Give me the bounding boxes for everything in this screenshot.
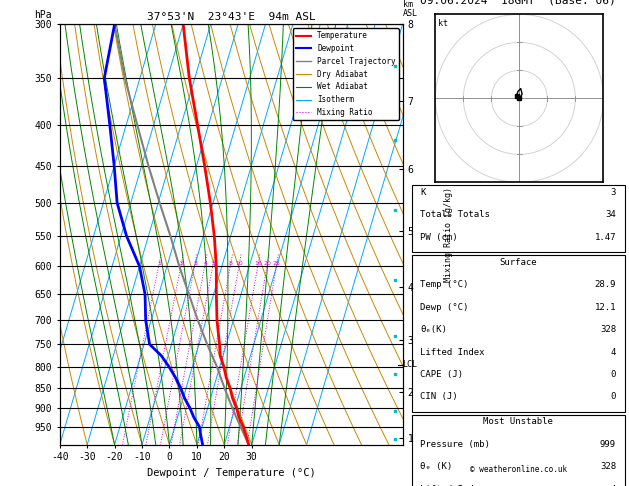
Text: 16: 16 <box>254 261 262 266</box>
Text: 4: 4 <box>611 485 616 486</box>
Text: 0: 0 <box>611 392 616 401</box>
Text: 328: 328 <box>600 325 616 334</box>
Text: Lifted Index: Lifted Index <box>421 347 485 357</box>
Text: PW (cm): PW (cm) <box>421 233 458 242</box>
Text: 09.06.2024  18GMT  (Base: 06): 09.06.2024 18GMT (Base: 06) <box>420 0 616 5</box>
Text: K: K <box>421 188 426 197</box>
Text: 34: 34 <box>605 210 616 219</box>
Text: hPa: hPa <box>34 10 52 20</box>
Text: θₑ (K): θₑ (K) <box>421 462 453 471</box>
Text: 2: 2 <box>179 261 184 266</box>
Text: 12.1: 12.1 <box>594 303 616 312</box>
Text: Most Unstable: Most Unstable <box>483 417 554 427</box>
Text: km
ASL: km ASL <box>403 0 418 18</box>
Text: 25: 25 <box>273 261 281 266</box>
Text: 5: 5 <box>211 261 215 266</box>
Text: 28.9: 28.9 <box>594 280 616 289</box>
Text: 3: 3 <box>611 188 616 197</box>
Text: 3: 3 <box>193 261 197 266</box>
Bar <box>412 185 625 252</box>
Text: Temp (°C): Temp (°C) <box>421 280 469 289</box>
Text: 0: 0 <box>611 370 616 379</box>
Text: 10: 10 <box>235 261 243 266</box>
Text: CIN (J): CIN (J) <box>421 392 458 401</box>
Text: LCL: LCL <box>403 360 418 369</box>
Text: θₑ(K): θₑ(K) <box>421 325 447 334</box>
Text: 1.47: 1.47 <box>594 233 616 242</box>
Text: 20: 20 <box>264 261 271 266</box>
Text: Totals Totals: Totals Totals <box>421 210 491 219</box>
Text: Lifted Index: Lifted Index <box>421 485 485 486</box>
Text: 4: 4 <box>203 261 207 266</box>
Bar <box>412 255 625 412</box>
Text: 8: 8 <box>229 261 233 266</box>
Text: Pressure (mb): Pressure (mb) <box>421 440 491 449</box>
Text: 999: 999 <box>600 440 616 449</box>
Text: © weatheronline.co.uk: © weatheronline.co.uk <box>470 465 567 474</box>
Title: 37°53'N  23°43'E  94m ASL: 37°53'N 23°43'E 94m ASL <box>147 12 316 22</box>
Bar <box>412 415 625 486</box>
Text: 4: 4 <box>611 347 616 357</box>
Text: 328: 328 <box>600 462 616 471</box>
Text: Surface: Surface <box>499 258 537 267</box>
Text: Dewp (°C): Dewp (°C) <box>421 303 469 312</box>
X-axis label: Dewpoint / Temperature (°C): Dewpoint / Temperature (°C) <box>147 468 316 478</box>
Text: 1: 1 <box>157 261 161 266</box>
Text: Mixing Ratio (g/kg): Mixing Ratio (g/kg) <box>443 187 453 282</box>
Text: CAPE (J): CAPE (J) <box>421 370 464 379</box>
Legend: Temperature, Dewpoint, Parcel Trajectory, Dry Adiabat, Wet Adiabat, Isotherm, Mi: Temperature, Dewpoint, Parcel Trajectory… <box>292 28 399 120</box>
